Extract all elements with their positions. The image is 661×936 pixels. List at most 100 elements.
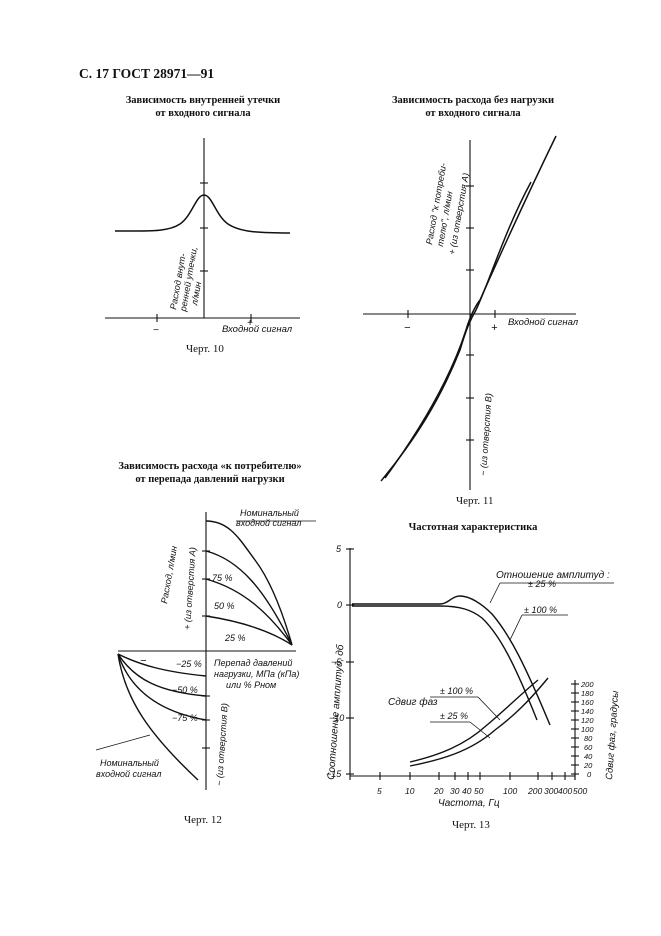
fig12-xlabel-line2: нагрузки, МПа (кПа) [214,669,299,679]
fig13-amp-25-label: ± 25 % [528,579,556,589]
fig13-ytick-label: −10 [329,713,344,723]
fig10-plus: + [247,318,253,329]
fig12-label-neg25: −25 % [176,659,202,669]
fig13-y2label: Сдвиг фаз, градусы [604,690,621,780]
fig12-curve-25-pos [205,615,293,646]
fig12-label-50: 50 % [214,601,235,611]
fig13-xtick-label: 5 [377,786,382,796]
fig13-chart [346,548,614,780]
fig10-title-line2: от входного сигнала [155,108,251,119]
fig13-ytick-label: 5 [336,544,342,554]
fig13-y2tick-label: 180 [581,689,594,698]
fig11-xlabel: Входной сигнал [508,317,579,328]
fig13-ytick-label: −15 [326,769,342,779]
fig13-y2tick-label: 200 [580,680,594,689]
fig13-y2tick-label: 160 [581,698,594,707]
fig11-title-line2: от входного сигнала [425,108,521,119]
fig12-curve-50-neg [117,653,207,697]
fig12-xlabel-line3: или % Рном [226,680,276,690]
fig13-y2tick-label: 0 [587,770,592,779]
fig13-y2tick-label: 140 [581,707,594,716]
fig13-amp-100-label: ± 100 % [524,605,557,615]
fig13-y2tick-label: 60 [584,743,593,752]
fig13-xlabel: Частота, Гц [438,798,500,809]
fig13-xtick-label: 50 [474,786,484,796]
fig13-leader-line [477,696,501,721]
fig11-caption: Черт. 11 [456,495,494,507]
fig10-chart [105,138,300,322]
fig13-y2tick-label: 80 [584,734,593,743]
fig12-curve-75-neg [117,653,207,721]
fig13-y2tick-label: 20 [583,761,593,770]
fig13-xtick-label: 10 [405,786,415,796]
fig13-xtick-label: 20 [433,786,444,796]
fig13-phase-25-label: ± 25 % [440,711,468,721]
fig13-xtick-label: 300 [544,786,558,796]
fig12-nominal-bottom-line1: Номинальный [100,758,159,768]
fig13-amp-curve-100 [352,605,538,721]
fig12-leader-line [95,734,151,751]
fig10-ylabel: Расход внут- ренней утечки, л/мин [168,246,203,313]
fig12-curve-nominal-pos [205,520,293,646]
fig12-minus: − [140,655,147,667]
fig12-chart [95,512,316,790]
fig11-minus: − [404,322,411,334]
fig13-y2tick-label: 120 [581,716,594,725]
fig12-nominal-top-line2: входной сигнал [236,518,301,528]
fig11-ylabel-neg: − (из отверстия В) [478,393,494,476]
fig12-ylabel-neg: − (из отверстия В) [214,703,230,786]
fig11-title: Зависимость расхода без нагрузки от вход… [358,94,588,120]
fig13-leader-line [469,721,491,739]
fig11-ylabel: Расход "к потреби- телю", л/мин + (из от… [424,162,471,255]
fig13-leader-line [489,582,501,604]
fig12-ylabel-line2: + (из отверстия А) [182,547,198,630]
fig12-nominal-top-line1: Номинальный [240,508,299,518]
fig12-xlabel-line1: Перепад давлений [214,658,292,668]
fig10-title-line1: Зависимость внутренней утечки [125,95,281,106]
fig13-y2tick-labels: 200 180 160 140 120 100 80 60 40 20 0 [580,680,594,779]
fig13-y2-ticks [571,683,579,775]
fig13-title: Частотная характеристика [408,522,538,533]
fig12-title-line1: Зависимость расхода «к потребителю» [118,461,302,472]
fig12-label-75: 75 % [212,573,233,583]
fig13-xtick-label: 40 [462,786,472,796]
fig12-nominal-bottom-line2: входной сигнал [96,769,161,779]
fig11-plus: + [491,322,498,334]
page-header: С. 17 ГОСТ 28971—91 [79,66,215,81]
fig11-chart [363,135,576,490]
fig13-xtick-label: 500 [573,786,587,796]
fig12-ylabel-line1: Расход, л/мин [159,545,179,604]
fig12-curve-50-pos [205,578,293,646]
fig13-phase-curve-25 [409,677,549,767]
fig10-minus: − [153,325,159,336]
fig12-curve-75-pos [205,550,293,646]
fig11-curve-lower [380,181,532,482]
fig13-leader-line [509,614,523,641]
fig13-phase-curve-100 [409,679,539,763]
fig13-xtick-label: 30 [450,786,460,796]
fig12-curve-25-neg [117,653,207,677]
fig13-ytick-label: 0 [337,600,342,610]
fig11-curve-upper [384,135,557,479]
fig12-title: Зависимость расхода «к потребителю» от п… [100,460,320,486]
fig13-amp-label: Отношение амплитуд : [496,570,610,581]
fig13-caption: Черт. 13 [452,819,490,831]
fig12-title-line2: от перепада давлений нагрузки [135,474,285,485]
fig12-label-neg50: −50 % [172,685,198,695]
fig10-leakage-curve [114,194,291,234]
fig13-xtick-label: 100 [503,786,517,796]
fig12-curve-nominal-neg [117,653,199,781]
fig13-amp-curve-25 [352,595,551,726]
fig12-caption: Черт. 12 [184,814,222,826]
fig13-phase-label: Сдвиг фаз [388,696,438,708]
fig12-label-neg75: −75 % [172,713,198,723]
fig10-xlabel: Входной сигнал [222,324,293,335]
fig13-xtick-label: 200 [527,786,542,796]
fig11-title-line1: Зависимость расхода без нагрузки [391,95,555,106]
fig13-xtick-label: 400 [558,786,572,796]
fig13-ytick-label: −5 [331,657,342,667]
fig10-ylabel-line3: л/мин [189,281,203,307]
fig13-phase-100-label: ± 100 % [440,686,473,696]
fig13-x-ticks [379,772,576,780]
